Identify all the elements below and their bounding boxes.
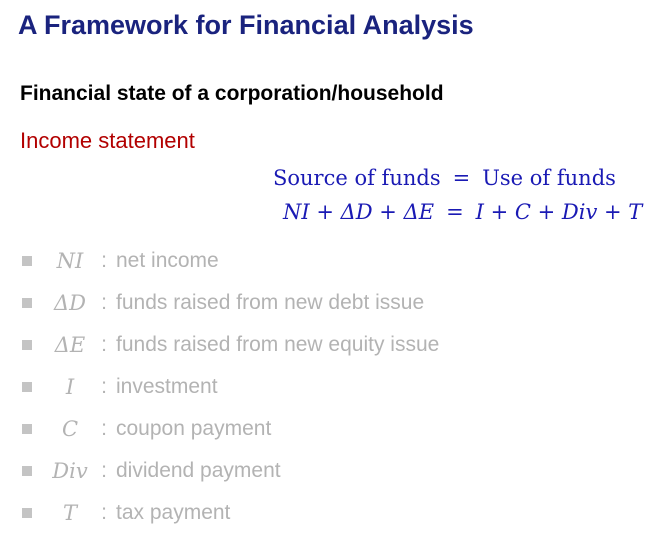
item-description: net income	[116, 249, 219, 272]
list-item: I : investment	[22, 366, 439, 408]
list-item: T : tax payment	[22, 492, 439, 534]
list-item: Div : dividend payment	[22, 450, 439, 492]
equation-words-equals: =	[452, 166, 471, 190]
item-colon: :	[101, 249, 107, 272]
definition-list: NI : net income ΔD : funds raised from n…	[22, 240, 439, 534]
item-colon: :	[101, 501, 107, 524]
equation-words-left: Source of funds	[273, 166, 441, 190]
item-symbol: ΔD	[53, 291, 86, 315]
equation-words: Source of funds = Use of funds	[273, 166, 616, 190]
item-description: dividend payment	[116, 459, 281, 482]
equation-symbols-equals: =	[446, 200, 464, 224]
list-item: ΔD : funds raised from new debt issue	[22, 282, 439, 324]
item-description: funds raised from new debt issue	[116, 291, 425, 314]
item-symbol: NI	[56, 249, 84, 273]
slide-title: A Framework for Financial Analysis	[18, 10, 474, 40]
item-description: funds raised from new equity issue	[116, 333, 440, 356]
item-symbol: ΔE	[54, 333, 86, 357]
square-bullet-icon	[22, 298, 32, 308]
square-bullet-icon	[22, 340, 32, 350]
item-description: coupon payment	[116, 417, 272, 440]
item-colon: :	[101, 375, 107, 398]
item-description: tax payment	[116, 501, 231, 524]
square-bullet-icon	[22, 256, 32, 266]
list-item: NI : net income	[22, 240, 439, 282]
item-description: investment	[116, 375, 218, 398]
list-item: C : coupon payment	[22, 408, 439, 450]
square-bullet-icon	[22, 466, 32, 476]
equation-words-right: Use of funds	[482, 166, 616, 190]
equation-symbols-left: NI + ΔD + ΔE	[283, 200, 435, 224]
square-bullet-icon	[22, 382, 32, 392]
equation-symbols: NI + ΔD + ΔE = I + C + Div + T	[283, 200, 642, 224]
item-symbol: T	[62, 501, 77, 525]
equation-symbols-right: I + C + Div + T	[475, 200, 643, 224]
item-symbol: I	[65, 375, 75, 399]
section-heading: Income statement	[20, 128, 195, 153]
square-bullet-icon	[22, 424, 32, 434]
item-colon: :	[101, 417, 107, 440]
square-bullet-icon	[22, 508, 32, 518]
item-symbol: C	[61, 417, 79, 441]
list-item: ΔE : funds raised from new equity issue	[22, 324, 439, 366]
slide-subtitle: Financial state of a corporation/househo…	[20, 82, 444, 105]
item-colon: :	[101, 333, 107, 356]
item-symbol: Div	[52, 459, 88, 483]
item-colon: :	[101, 291, 107, 314]
item-colon: :	[101, 459, 107, 482]
